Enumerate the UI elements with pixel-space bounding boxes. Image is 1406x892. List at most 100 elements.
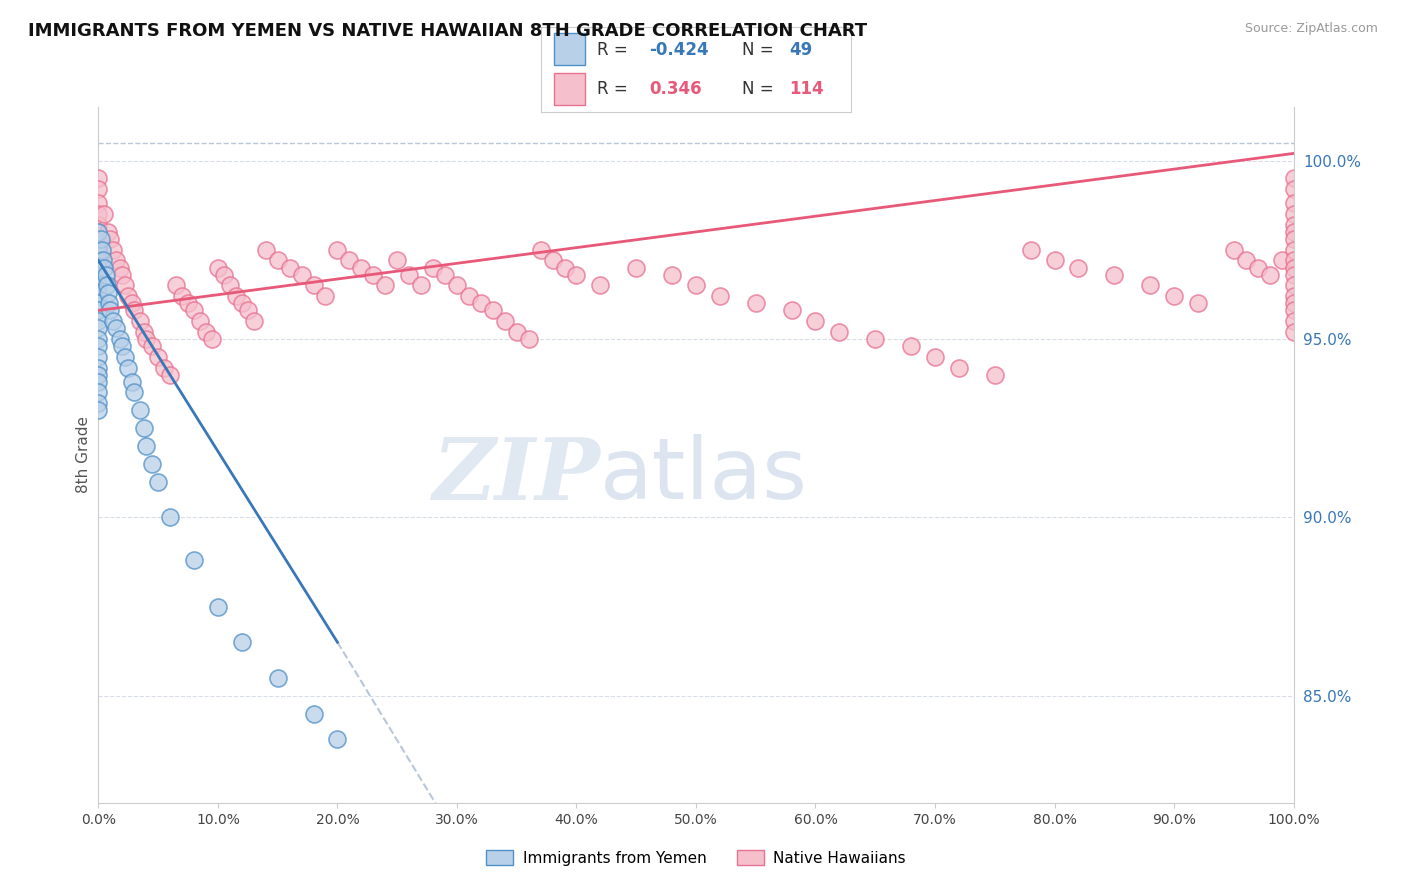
Point <box>135 439 157 453</box>
Point <box>900 339 922 353</box>
FancyBboxPatch shape <box>554 72 585 104</box>
Point <box>132 325 155 339</box>
Point <box>97 225 120 239</box>
Point <box>87 303 110 318</box>
Point <box>96 278 118 293</box>
Point <box>661 268 683 282</box>
Point <box>517 332 540 346</box>
Text: IMMIGRANTS FROM YEMEN VS NATIVE HAWAIIAN 8TH GRADE CORRELATION CHART: IMMIGRANTS FROM YEMEN VS NATIVE HAWAIIAN… <box>28 22 868 40</box>
Point <box>267 253 290 268</box>
Point <box>87 368 110 382</box>
Point <box>194 325 218 339</box>
Point <box>506 325 529 339</box>
Text: R =: R = <box>598 79 627 97</box>
Point <box>554 260 576 275</box>
Point <box>124 385 146 400</box>
Point <box>87 171 110 186</box>
Point <box>87 268 110 282</box>
Point <box>219 278 242 293</box>
Point <box>1139 278 1161 293</box>
Point <box>1282 171 1305 186</box>
Point <box>339 253 360 268</box>
Point <box>111 339 134 353</box>
Point <box>141 457 163 471</box>
Point <box>291 268 314 282</box>
Point <box>1282 225 1305 239</box>
Point <box>385 253 409 268</box>
Point <box>924 350 946 364</box>
Point <box>117 289 139 303</box>
Point <box>201 332 224 346</box>
Point <box>1282 207 1305 221</box>
Point <box>124 303 146 318</box>
Point <box>863 332 887 346</box>
Point <box>529 243 551 257</box>
Point <box>91 253 114 268</box>
Point <box>87 182 110 196</box>
Point <box>326 731 349 746</box>
Point <box>302 706 325 721</box>
Point <box>458 289 481 303</box>
Point <box>302 278 325 293</box>
Point <box>183 303 205 318</box>
Point <box>183 553 205 567</box>
Point <box>984 368 1007 382</box>
Text: N =: N = <box>742 79 773 97</box>
Point <box>374 278 396 293</box>
Point <box>1282 253 1305 268</box>
FancyBboxPatch shape <box>554 33 585 65</box>
Point <box>422 260 444 275</box>
Point <box>94 268 117 282</box>
Point <box>350 260 373 275</box>
Point <box>1282 232 1305 246</box>
Point <box>231 635 253 649</box>
Point <box>87 385 110 400</box>
Point <box>626 260 648 275</box>
Point <box>87 260 110 275</box>
Point <box>111 268 134 282</box>
Point <box>1282 296 1305 310</box>
Point <box>1222 243 1246 257</box>
Point <box>804 314 827 328</box>
Point <box>243 314 266 328</box>
Point <box>446 278 468 293</box>
Point <box>207 260 229 275</box>
Text: Source: ZipAtlas.com: Source: ZipAtlas.com <box>1244 22 1378 36</box>
Point <box>541 253 564 268</box>
Point <box>207 599 229 614</box>
Point <box>101 314 124 328</box>
Point <box>141 339 163 353</box>
Point <box>398 268 420 282</box>
Point <box>87 268 110 282</box>
Point <box>1246 260 1268 275</box>
Point <box>87 321 110 335</box>
Point <box>87 285 110 300</box>
Point <box>121 296 143 310</box>
Text: 49: 49 <box>789 41 813 59</box>
Point <box>129 314 152 328</box>
Point <box>1187 296 1209 310</box>
Point <box>188 314 211 328</box>
Point <box>87 253 110 268</box>
Point <box>1282 289 1305 303</box>
Point <box>87 225 110 239</box>
Text: 114: 114 <box>789 79 824 97</box>
Point <box>148 475 170 489</box>
Point <box>1271 253 1294 268</box>
Point <box>1043 253 1066 268</box>
Text: -0.424: -0.424 <box>650 41 709 59</box>
Point <box>828 325 851 339</box>
Text: 0.346: 0.346 <box>650 79 702 97</box>
Point <box>98 232 122 246</box>
Point <box>132 421 155 435</box>
Legend: Immigrants from Yemen, Native Hawaiians: Immigrants from Yemen, Native Hawaiians <box>479 844 912 871</box>
Point <box>236 303 259 318</box>
Point <box>98 296 121 310</box>
Point <box>159 510 181 524</box>
Point <box>93 260 115 275</box>
Point <box>159 368 181 382</box>
Point <box>87 253 110 268</box>
Point <box>87 225 110 239</box>
Point <box>121 375 143 389</box>
Point <box>97 285 120 300</box>
